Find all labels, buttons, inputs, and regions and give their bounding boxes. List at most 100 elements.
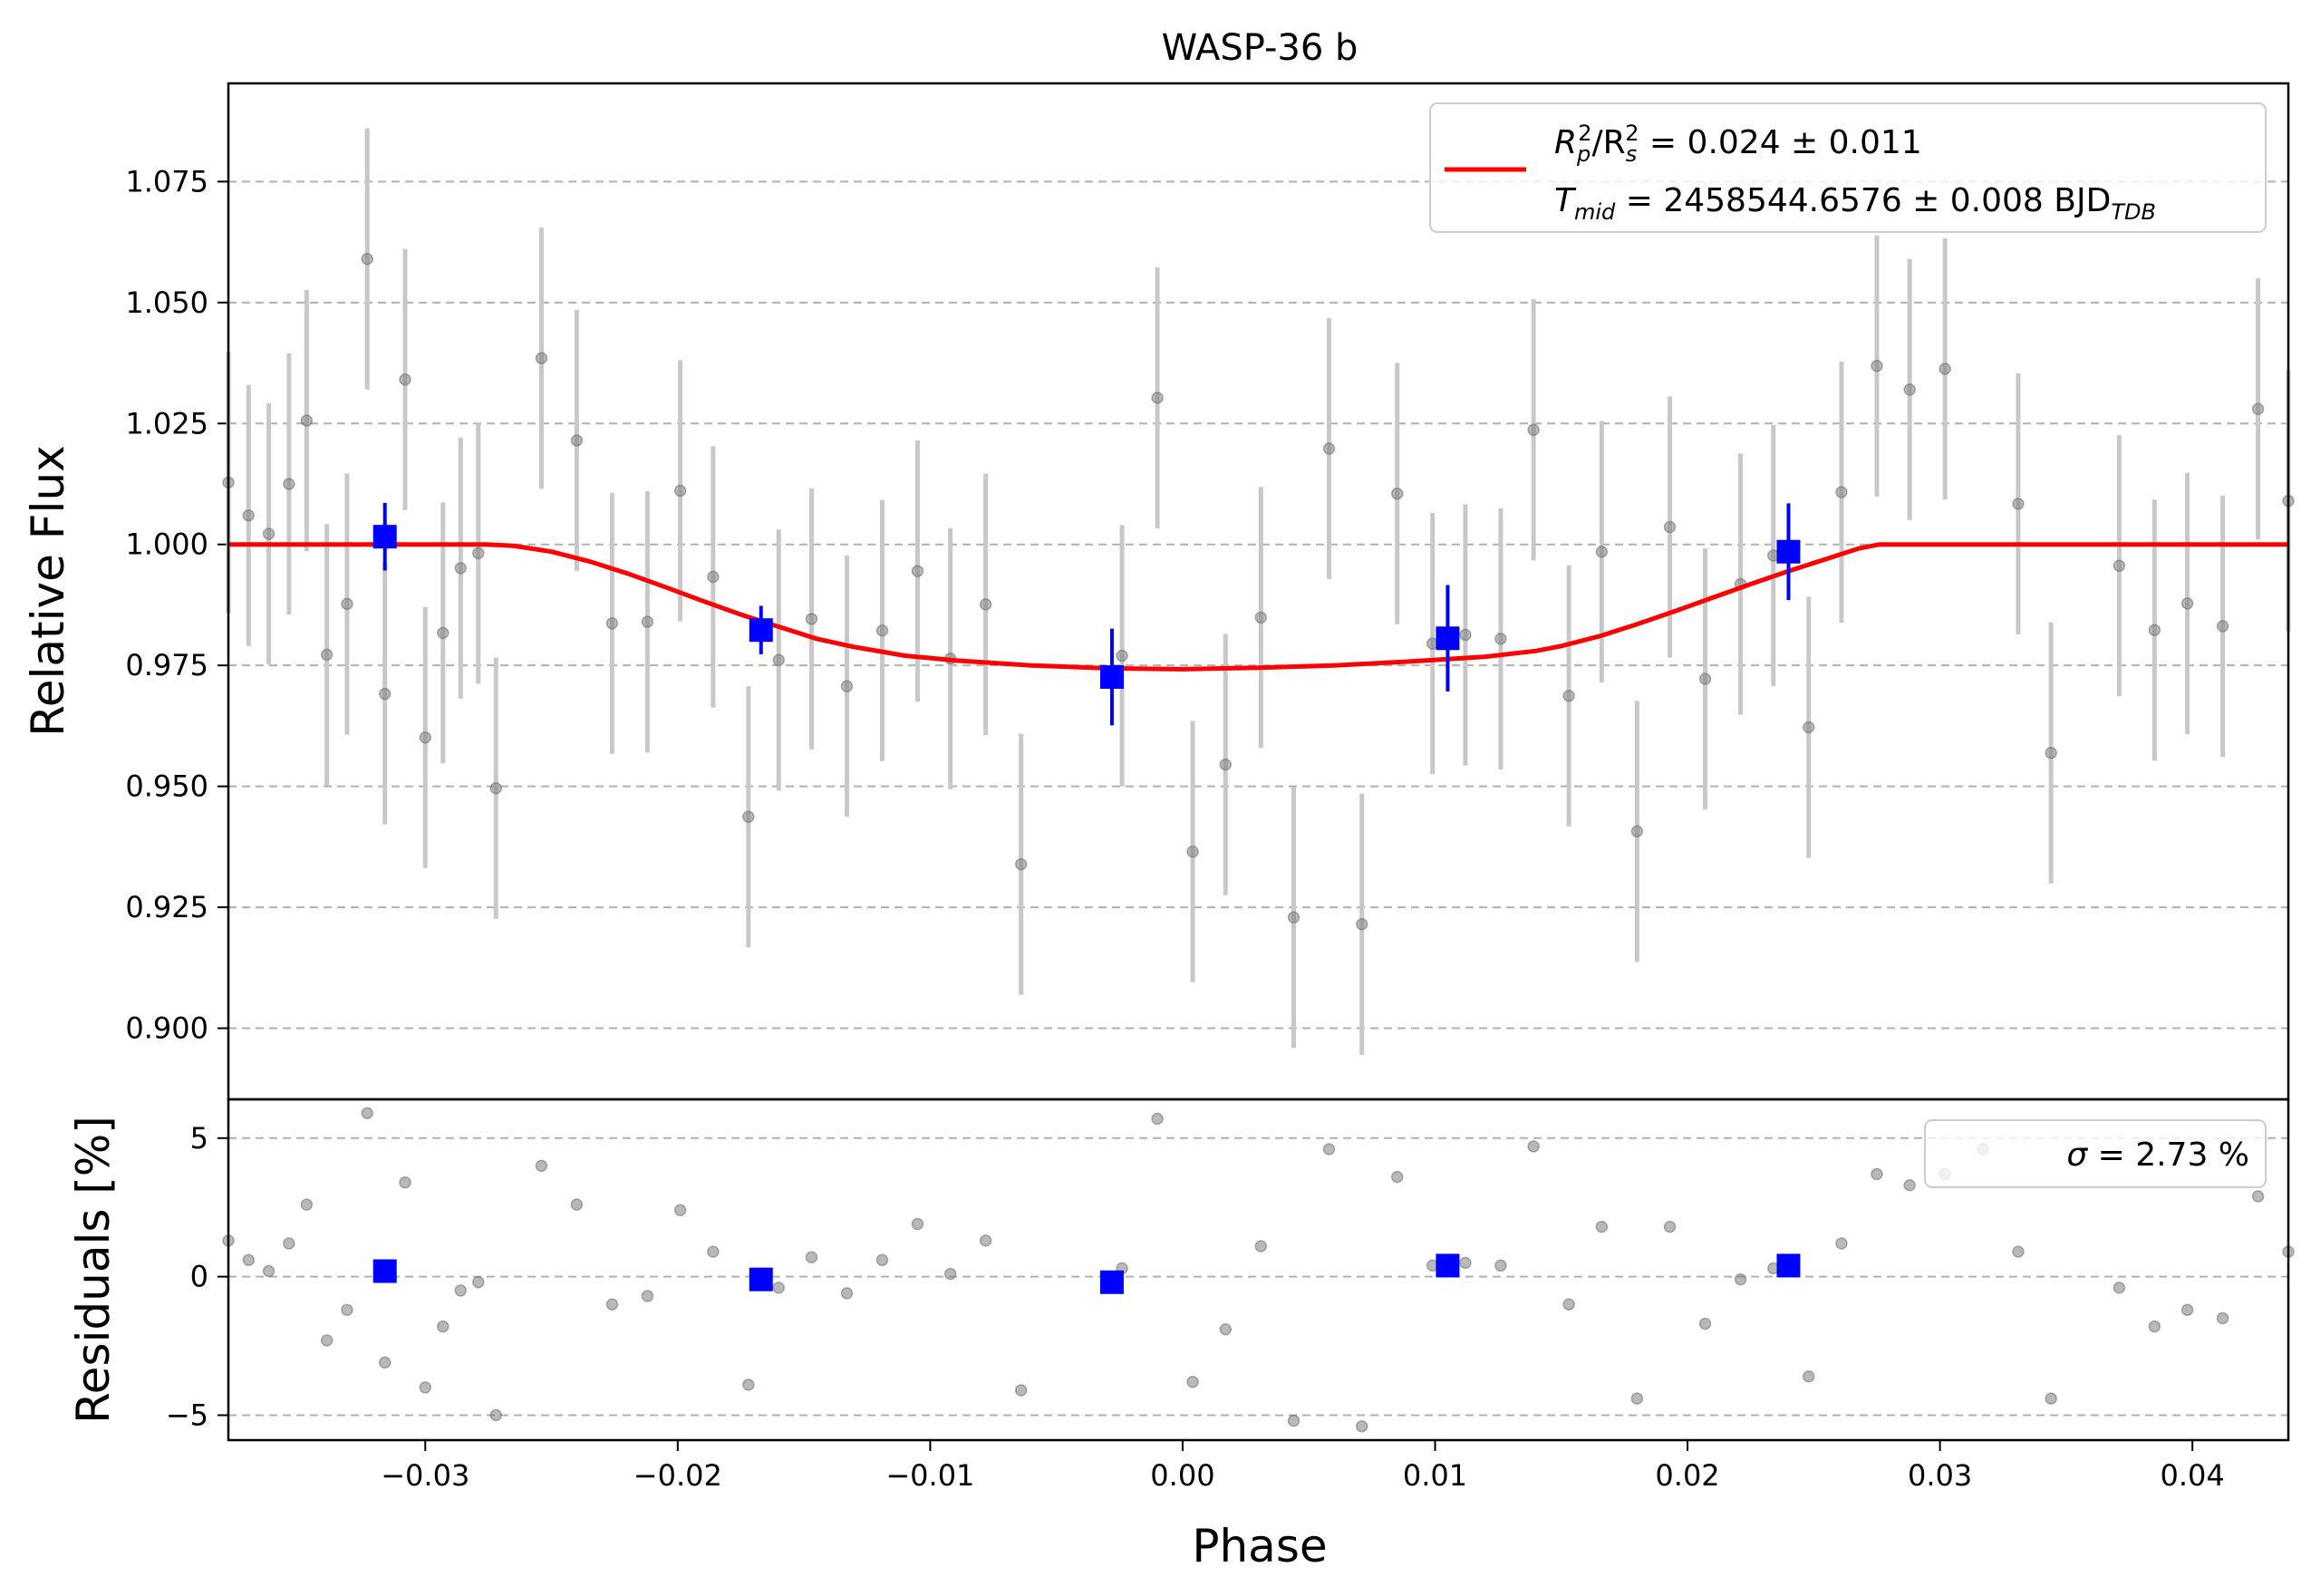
top-data-point <box>361 253 373 266</box>
x-tick-label: 0.00 <box>1150 1458 1214 1493</box>
top-data-point <box>605 616 619 630</box>
bottom-data-point <box>1322 1143 1336 1156</box>
bottom-data-point <box>1871 1167 1883 1181</box>
top-data-point <box>535 352 548 364</box>
bottom-data-point <box>454 1284 468 1297</box>
bottom-data-point <box>1494 1259 1507 1272</box>
legend-line-radius-ratio: Rp2/Rs2 = 0.024 ± 0.011 <box>1554 121 1922 167</box>
bottom-data-point <box>875 1253 889 1267</box>
top-data-point <box>1219 758 1233 771</box>
bottom-data-point <box>1595 1220 1609 1233</box>
top-data-point <box>1355 918 1368 931</box>
bottom-data-point <box>707 1245 720 1258</box>
top-data-point <box>1903 383 1916 396</box>
top-binned-point <box>1776 539 1801 564</box>
top-axes-frame <box>227 82 2290 1101</box>
chart-title: WASP-36 b <box>1162 27 1359 69</box>
bottom-data-point <box>742 1378 755 1391</box>
x-tick-label: 0.02 <box>1655 1458 1719 1493</box>
bottom-data-point <box>341 1303 353 1317</box>
top-data-point <box>1562 690 1575 702</box>
top-data-point <box>472 547 485 560</box>
bottom-data-point <box>1663 1220 1677 1233</box>
legend-sigma: σ = 2.73 % <box>2066 1137 2249 1174</box>
residuals-panel: −5 0 5 −0.03 −0.02 −0.01 0.00 0.01 0.02 0.03 0.04… <box>67 1098 2295 1572</box>
top-gridlines <box>228 180 2288 1030</box>
bottom-data-point <box>943 1267 957 1281</box>
bottom-data-point <box>673 1204 687 1217</box>
top-data-point <box>2113 559 2126 572</box>
bottom-data-point <box>1562 1298 1575 1311</box>
top-data-point <box>1186 845 1199 858</box>
top-binned-point <box>749 618 773 643</box>
top-data-point <box>489 782 503 795</box>
bottom-data-point <box>570 1198 584 1211</box>
bottom-y-tick-label: 0 <box>190 1260 208 1294</box>
bottom-legend-box <box>1924 1119 2267 1188</box>
top-binned-point <box>372 525 397 549</box>
top-data-point <box>300 414 314 427</box>
top-data-point <box>1630 825 1644 838</box>
top-data-point <box>1663 520 1677 534</box>
x-tick-label: −0.01 <box>885 1458 974 1493</box>
x-tick-label: −0.03 <box>381 1458 469 1493</box>
top-data-point <box>1595 545 1609 558</box>
top-data-point <box>1871 359 1883 372</box>
top-data-point <box>454 562 468 575</box>
bottom-data-point <box>1835 1237 1848 1250</box>
bottom-data-point <box>2251 1190 2265 1203</box>
light-curve-panel: 0.900 0.925 0.950 0.975 1.000 1.025 1.050 1.075… <box>22 82 2295 1101</box>
bottom-data-points <box>222 1107 2295 1433</box>
top-data-point <box>2045 747 2057 759</box>
bottom-data-point <box>979 1234 992 1247</box>
bottom-binned-point <box>749 1267 773 1291</box>
bottom-data-point <box>1459 1256 1472 1270</box>
bottom-data-point <box>2148 1320 2161 1333</box>
bottom-data-point <box>262 1264 276 1278</box>
bottom-data-point <box>1903 1179 1916 1192</box>
top-data-points <box>222 253 2295 931</box>
top-data-point <box>1287 911 1301 924</box>
top-data-point <box>320 648 334 662</box>
bottom-data-point <box>1287 1414 1301 1427</box>
x-axis-title: Phase <box>1192 1520 1327 1572</box>
top-data-point <box>772 653 785 667</box>
top-legend-box <box>1429 102 2267 233</box>
top-data-point <box>378 687 392 701</box>
top-data-point <box>242 508 256 522</box>
top-y-tick-label: 1.000 <box>125 527 208 562</box>
top-y-tick-label: 1.075 <box>125 164 208 198</box>
bottom-data-point <box>1186 1376 1199 1388</box>
top-data-point <box>979 598 992 611</box>
bottom-data-point <box>1254 1240 1268 1253</box>
bottom-data-point <box>242 1253 256 1267</box>
top-data-point <box>2148 624 2161 636</box>
bottom-binned-point <box>1776 1253 1801 1278</box>
bottom-binned-points <box>372 1253 1801 1294</box>
x-tick-label: 0.01 <box>1403 1458 1467 1493</box>
top-data-point <box>1527 423 1540 436</box>
bottom-data-point <box>489 1408 503 1422</box>
top-data-point <box>283 478 295 490</box>
top-data-point <box>399 372 411 386</box>
bottom-data-point <box>300 1198 314 1211</box>
transit-model-curve <box>228 542 2288 672</box>
top-data-point <box>1939 363 1951 375</box>
top-data-point <box>1494 633 1507 645</box>
bottom-data-point <box>1802 1369 1815 1383</box>
bottom-data-point <box>1151 1112 1164 1126</box>
bottom-data-point <box>419 1381 432 1394</box>
top-data-point <box>707 570 720 584</box>
legend-line-mid-transit: Tmid = 2458544.6576 ± 0.008 BJDTDB <box>1554 182 2156 225</box>
top-data-point <box>570 434 584 447</box>
bottom-data-point <box>840 1287 854 1300</box>
bottom-y-axis-title: Residuals [%] <box>67 1116 120 1424</box>
top-y-axis-title: Relative Flux <box>22 445 74 736</box>
top-data-point <box>419 730 432 744</box>
top-data-point <box>1802 721 1815 734</box>
bottom-data-point <box>283 1237 295 1250</box>
top-data-point <box>262 527 276 540</box>
bottom-data-point <box>605 1298 619 1311</box>
top-binned-point <box>1099 664 1124 689</box>
top-data-point <box>341 597 353 611</box>
